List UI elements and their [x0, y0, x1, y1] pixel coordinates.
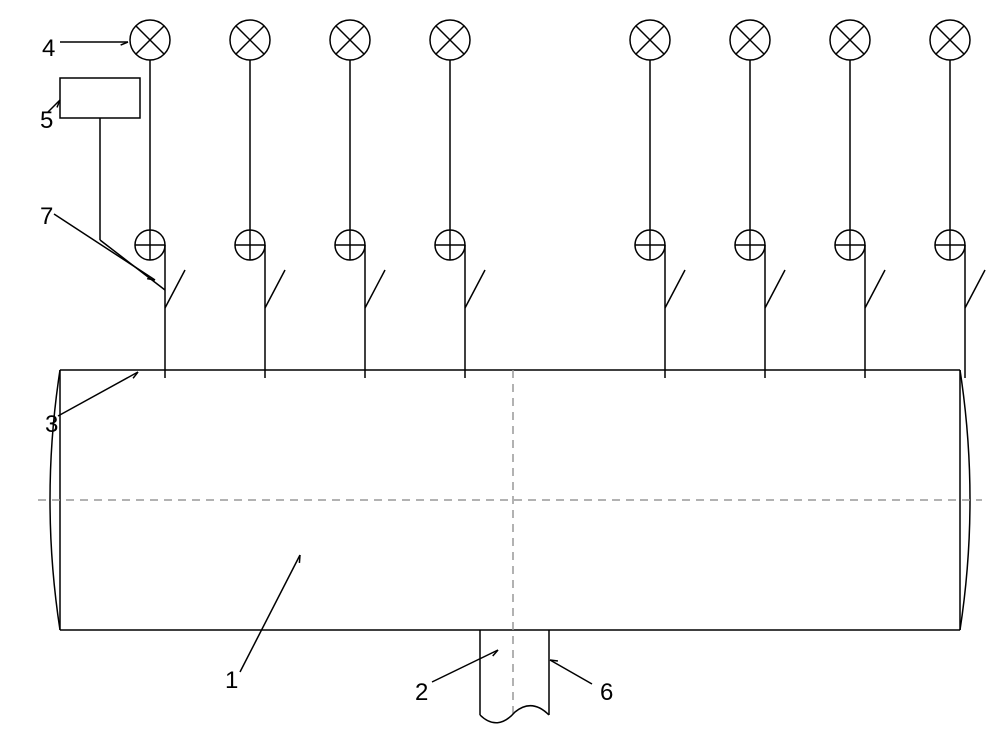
control-box: [60, 78, 140, 118]
check-tick-2: [365, 270, 385, 308]
leader-l2: [432, 650, 498, 682]
label-l5: 5: [40, 107, 53, 134]
label-l7: 7: [40, 203, 53, 230]
leader-l3: [58, 372, 138, 416]
label-l3: 3: [45, 411, 58, 438]
leader-l1: [240, 555, 300, 672]
check-tick-6: [865, 270, 885, 308]
check-tick-7: [965, 270, 985, 308]
check-tick-0: [165, 270, 185, 308]
label-l1: 1: [225, 667, 238, 694]
check-tick-1: [265, 270, 285, 308]
diagram-svg: 1 2 3 4 5 6 7: [0, 0, 1000, 734]
label-l2: 2: [415, 679, 428, 706]
bottom-pipe-break: [480, 706, 549, 723]
check-tick-5: [765, 270, 785, 308]
check-tick-3: [465, 270, 485, 308]
diagram-canvas: 1 2 3 4 5 6 7: [0, 0, 1000, 734]
label-l6: 6: [600, 679, 613, 706]
label-l4: 4: [42, 35, 55, 62]
leader-l6: [550, 660, 592, 684]
check-tick-4: [665, 270, 685, 308]
leader-l7: [54, 214, 155, 280]
